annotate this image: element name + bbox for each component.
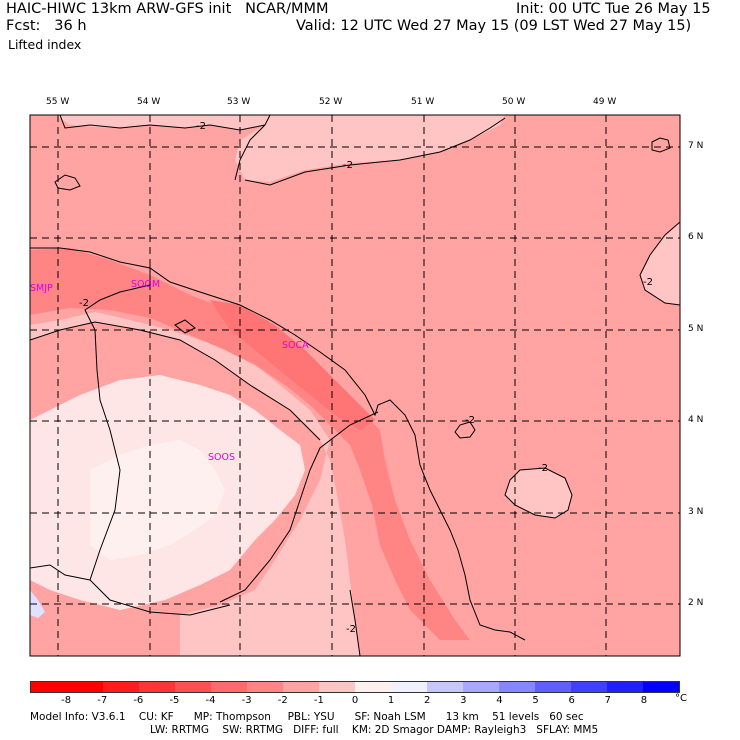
coastlines <box>30 137 671 641</box>
colorbar-tick-label: -3 <box>241 695 252 706</box>
colorbar-swatch <box>31 682 67 692</box>
contour-label: -2 <box>196 121 206 132</box>
station-label: SMJP <box>30 283 53 294</box>
lat-label: 4 N <box>688 415 704 425</box>
graticule <box>30 115 680 656</box>
colorbar-tick-label: 4 <box>496 695 503 706</box>
colorbar-swatch <box>643 682 679 692</box>
valid-time: Valid: 12 UTC Wed 27 May 15 (09 LST Wed … <box>296 18 692 34</box>
colorbar-swatch <box>319 682 355 692</box>
lon-label: 52 W <box>319 97 343 107</box>
lat-label: 5 N <box>688 324 704 334</box>
colorbar-swatch <box>175 682 211 692</box>
station-label: SOGM <box>131 279 161 290</box>
colorbar-swatch <box>67 682 103 692</box>
colorbar-tick-label: 0 <box>351 695 359 706</box>
colorbar-tick-label: 3 <box>460 695 467 706</box>
colorbar-tick-label: -4 <box>205 695 216 706</box>
forecast-hour: Fcst: 36 h <box>6 18 87 34</box>
lon-label: 55 W <box>46 97 70 107</box>
colorbar-swatch <box>355 682 391 692</box>
lon-label: 54 W <box>137 97 161 107</box>
contours <box>30 115 680 656</box>
station-label: SOOS <box>208 452 236 463</box>
colorbar-swatch <box>103 682 139 692</box>
model-title: HAIC-HIWC 13km ARW-GFS init NCAR/MMM <box>6 1 329 17</box>
shading-minus2-north <box>235 115 505 182</box>
colorbar-tick-label: 6 <box>568 695 575 706</box>
colorbar-swatch <box>607 682 643 692</box>
shading-zero-inland <box>90 440 225 560</box>
lon-label: 50 W <box>502 97 526 107</box>
colorbar-tick-label: 2 <box>424 695 431 706</box>
shading-minus2-offshore <box>505 468 572 518</box>
init-time: Init: 00 UTC Tue 26 May 15 <box>516 1 711 17</box>
colorbar-tick-label: 8 <box>640 695 648 706</box>
colorbar-swatch <box>139 682 175 692</box>
contour-label: -2 <box>343 160 353 171</box>
shading-minus5-core <box>210 300 375 430</box>
colorbar-tick-label: 1 <box>387 695 395 706</box>
colorbar-tick-label: -5 <box>169 695 180 706</box>
lat-label: 7 N <box>688 141 704 151</box>
shading-minus2-land <box>30 312 360 656</box>
lat-label: 6 N <box>688 232 704 242</box>
colorbar-swatch <box>427 682 463 692</box>
colorbar <box>30 681 680 693</box>
colorbar-swatch <box>499 682 535 692</box>
map-frame <box>29 114 681 657</box>
colorbar-swatch <box>211 682 247 692</box>
lon-label: 51 W <box>411 97 435 107</box>
colorbar-tick-label: -1 <box>313 695 324 706</box>
shading-minus2-east <box>640 222 680 305</box>
contour-label: -2 <box>538 463 548 474</box>
colorbar-tick-label: 5 <box>532 695 539 706</box>
shading-positive-spot <box>30 590 45 618</box>
colorbar-swatch <box>571 682 607 692</box>
contour-label: -2 <box>346 624 356 635</box>
colorbar-tick-label: -8 <box>61 695 72 706</box>
contour-label: -2 <box>465 415 475 426</box>
lat-label: 3 N <box>688 507 704 517</box>
colorbar-swatch <box>391 682 427 692</box>
colorbar-tick-label: 7 <box>604 695 611 706</box>
colorbar-tick-label: -2 <box>277 695 288 706</box>
station-label: SOCA <box>282 340 309 351</box>
colorbar-tick-label: -7 <box>97 695 108 706</box>
model-info-line-2: LW: RRTMG SW: RRTMG DIFF: full KM: 2D Sm… <box>150 724 599 736</box>
colorbar-swatch <box>283 682 319 692</box>
colorbar-swatch <box>535 682 571 692</box>
lon-label: 53 W <box>227 97 251 107</box>
lon-label: 49 W <box>593 97 617 107</box>
contour-label: -2 <box>79 298 89 309</box>
contour-label: -2 <box>643 277 653 288</box>
colorbar-swatch <box>463 682 499 692</box>
colorbar-unit: °C <box>675 693 687 704</box>
model-info-line-1: Model Info: V3.6.1 CU: KF MP: Thompson P… <box>30 711 584 723</box>
colorbar-swatch <box>247 682 283 692</box>
colorbar-tick-label: -6 <box>133 695 144 706</box>
lat-label: 2 N <box>688 598 704 608</box>
field-name: Lifted index <box>8 37 82 52</box>
